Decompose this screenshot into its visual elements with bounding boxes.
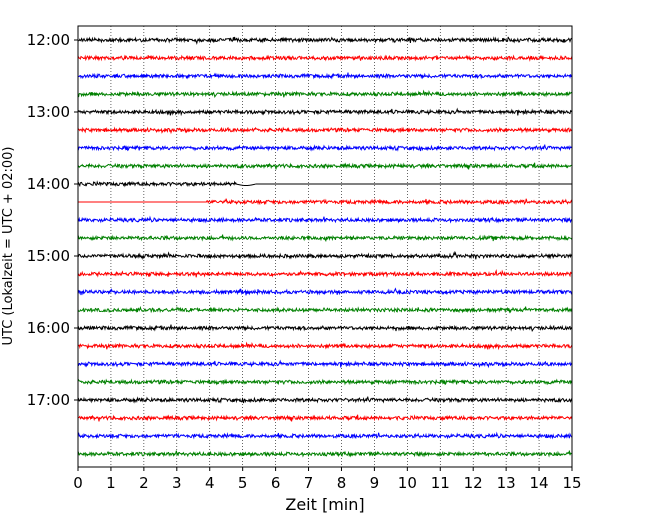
x-axis-ticks: 0 1 2 3 4 5 6 7 8 9 10 11 12 13 14 15	[73, 467, 582, 492]
y-tick-label-1500: 15:00	[27, 247, 70, 265]
x-tick-label-13: 13	[497, 474, 516, 492]
x-tick-label-15: 15	[562, 474, 581, 492]
x-tick-label-2: 2	[139, 474, 149, 492]
x-tick-label-10: 10	[398, 474, 417, 492]
x-tick-label-1: 1	[106, 474, 116, 492]
trace-row-13	[77, 269, 573, 278]
trace-row-9	[78, 198, 573, 206]
trace-row-12	[77, 250, 572, 260]
trace-row-20	[77, 395, 573, 404]
trace-row-5	[77, 126, 573, 135]
y-axis-ticks: 12:00 13:00 14:00 15:00 16:00 17:00	[27, 31, 78, 409]
trace-row-22	[77, 431, 573, 440]
trace-row-23	[77, 450, 573, 458]
trace-row-19	[77, 378, 573, 386]
plot-frame	[77, 25, 573, 468]
x-tick-label-5: 5	[238, 474, 248, 492]
trace-row-8	[77, 180, 572, 188]
trace-row-16	[77, 324, 573, 332]
x-tick-label-0: 0	[73, 474, 83, 492]
trace-row-14	[77, 287, 573, 296]
x-tick-label-11: 11	[431, 474, 450, 492]
x-tick-label-6: 6	[271, 474, 281, 492]
x-tick-label-8: 8	[337, 474, 347, 492]
trace-row-18	[77, 359, 573, 369]
trace-row-10	[77, 215, 573, 224]
trace-row-6	[77, 143, 573, 152]
trace-row-7	[77, 162, 572, 170]
y-axis-title: UTC (Lokalzeit = UTC + 02:00)	[1, 147, 16, 346]
x-tick-label-14: 14	[530, 474, 549, 492]
x-tick-label-12: 12	[464, 474, 483, 492]
trace-row-2	[77, 72, 572, 80]
y-tick-label-1600: 16:00	[27, 319, 70, 337]
trace-row-21	[77, 414, 573, 422]
x-tick-label-3: 3	[172, 474, 182, 492]
trace-row-11	[77, 234, 573, 243]
trace-row-0	[77, 36, 572, 45]
x-tick-label-9: 9	[370, 474, 380, 492]
y-tick-label-1700: 17:00	[27, 391, 70, 409]
trace-row-17	[77, 341, 573, 351]
x-tick-label-4: 4	[205, 474, 215, 492]
trace-row-15	[77, 305, 573, 314]
y-tick-label-1400: 14:00	[27, 175, 70, 193]
y-tick-label-1300: 13:00	[27, 103, 70, 121]
trace-row-3	[77, 89, 573, 98]
y-tick-label-1200: 12:00	[27, 31, 70, 49]
plot-area	[78, 26, 572, 467]
trace-row-4	[77, 107, 573, 117]
trace-row-1	[77, 54, 573, 62]
x-tick-label-7: 7	[304, 474, 314, 492]
x-axis-title: Zeit [min]	[285, 495, 364, 514]
traces	[77, 36, 573, 458]
